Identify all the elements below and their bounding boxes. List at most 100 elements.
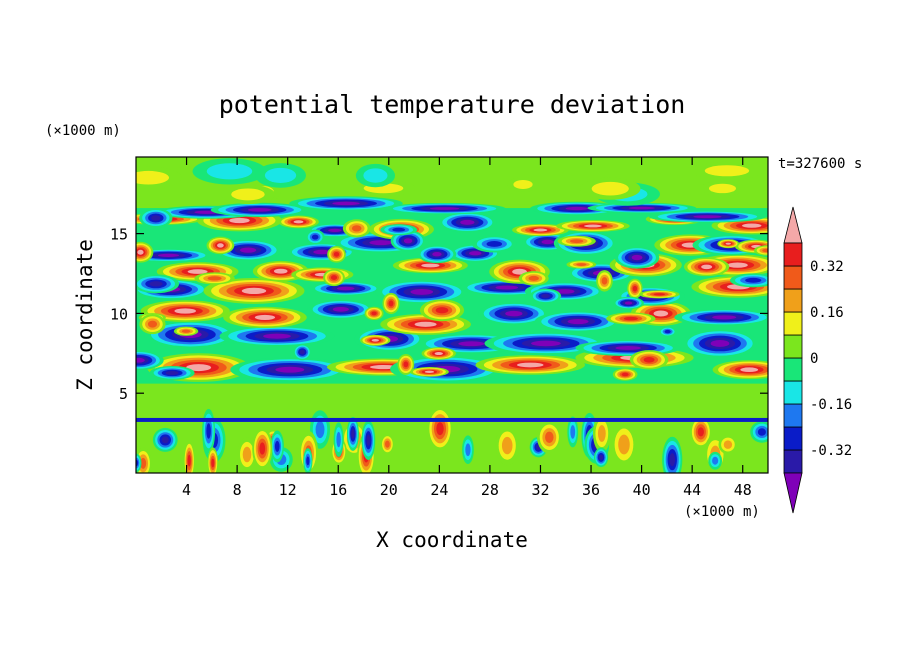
contour-cell (424, 370, 435, 374)
contour-cell (434, 352, 443, 356)
contour-cell (259, 442, 266, 455)
contour-cell (151, 215, 161, 221)
contour-cell (745, 277, 762, 283)
contour-cell (628, 206, 655, 210)
colorbar-label: -0.32 (810, 443, 852, 459)
contour-cell (469, 251, 482, 256)
contour-cell (599, 454, 604, 461)
contour-cell (541, 239, 554, 245)
contour-cell (712, 315, 737, 320)
contour-cell (495, 285, 519, 290)
colorbar-box (783, 403, 803, 428)
contour-cell (274, 440, 280, 453)
contour-cell (512, 268, 527, 275)
contour-cell (403, 361, 409, 368)
contour-cell (306, 456, 310, 466)
colorbar-label: -0.16 (810, 397, 852, 413)
contour-cell (757, 428, 766, 436)
contour-cell (293, 220, 304, 224)
contour-cell (669, 453, 676, 467)
y-tick-label: 10 (110, 305, 128, 323)
colorbar-box (783, 288, 803, 313)
contour-cell (643, 357, 655, 363)
contour-cell (187, 454, 191, 467)
contour-cell (403, 238, 413, 244)
contour-cell (149, 281, 163, 287)
contour-cell (516, 362, 544, 368)
contour-cell (311, 234, 319, 240)
contour-cell (701, 264, 713, 270)
contour-cell (157, 253, 180, 257)
contour-cell (351, 225, 362, 232)
contour-cell (432, 252, 442, 257)
contour-cell (140, 457, 147, 469)
contour-cell (247, 208, 272, 212)
contour-cell (618, 434, 630, 455)
x-tick-label: 36 (582, 481, 600, 499)
contour-cell (501, 436, 513, 455)
contour-cell (186, 364, 212, 372)
contour-cell (207, 276, 222, 281)
contour-cell (263, 333, 291, 339)
contour-cell (712, 456, 719, 465)
contour-cell (460, 219, 475, 225)
colorbar: -0.32 -0.16 0 0.16 0.32 (783, 206, 852, 514)
contour-band (136, 383, 768, 421)
x-tick-label: 12 (279, 481, 297, 499)
contour-cell (631, 254, 643, 261)
contour-cell (624, 301, 633, 305)
contour-cell (615, 346, 641, 350)
contour-cell (621, 372, 629, 377)
contour-cell (435, 307, 449, 314)
contour-cell (545, 431, 554, 443)
contour-cell (328, 228, 342, 233)
contour-cell (528, 275, 539, 281)
contour-cell (458, 341, 485, 347)
x-axis-label: X coordinate (376, 528, 528, 552)
contour-cell (505, 310, 523, 317)
contour-cell (147, 320, 158, 328)
contour-cell (371, 338, 379, 342)
contour-cell (231, 188, 265, 201)
contour-cell (206, 163, 253, 180)
contour-cell (570, 425, 576, 439)
contour-cell (239, 247, 257, 253)
contour-cell (392, 227, 406, 232)
contour-cell (275, 366, 305, 373)
contour-cell (541, 293, 551, 299)
contour-cell (315, 420, 325, 439)
contour-cell (531, 340, 561, 347)
colorbar-label: 0.16 (810, 305, 844, 321)
contour-cell (513, 179, 533, 189)
contour-cell (653, 293, 666, 296)
contour-cell (161, 436, 169, 444)
contour-cell (254, 314, 276, 320)
contour-cell (601, 277, 608, 285)
colorbar-extend-min (783, 472, 803, 514)
contour-cell (597, 425, 606, 442)
contour-cell (742, 223, 762, 228)
contour-cell (697, 427, 704, 437)
contour-cell (584, 224, 602, 228)
contour-cell (555, 289, 575, 294)
contour-cell (725, 242, 731, 245)
contour-cell (421, 263, 440, 268)
contour-cell (336, 431, 341, 448)
contour-cell (136, 357, 145, 363)
contour-cell (217, 243, 224, 248)
contour-cell (486, 240, 503, 247)
inversion-line (136, 417, 768, 422)
y-tick-label: 5 (119, 385, 128, 403)
contour-cell (371, 311, 377, 316)
x-tick-label: 16 (329, 481, 347, 499)
colorbar-box (783, 242, 803, 267)
contour-cell (332, 306, 349, 312)
contour-cell (710, 339, 730, 347)
plot-area (136, 157, 768, 473)
contour-cell (576, 263, 587, 266)
contour-cell (333, 251, 340, 257)
contour-cell (385, 440, 390, 448)
contour-cell (264, 167, 297, 183)
contour-cell (623, 316, 638, 321)
x-tick-label: 24 (430, 481, 448, 499)
